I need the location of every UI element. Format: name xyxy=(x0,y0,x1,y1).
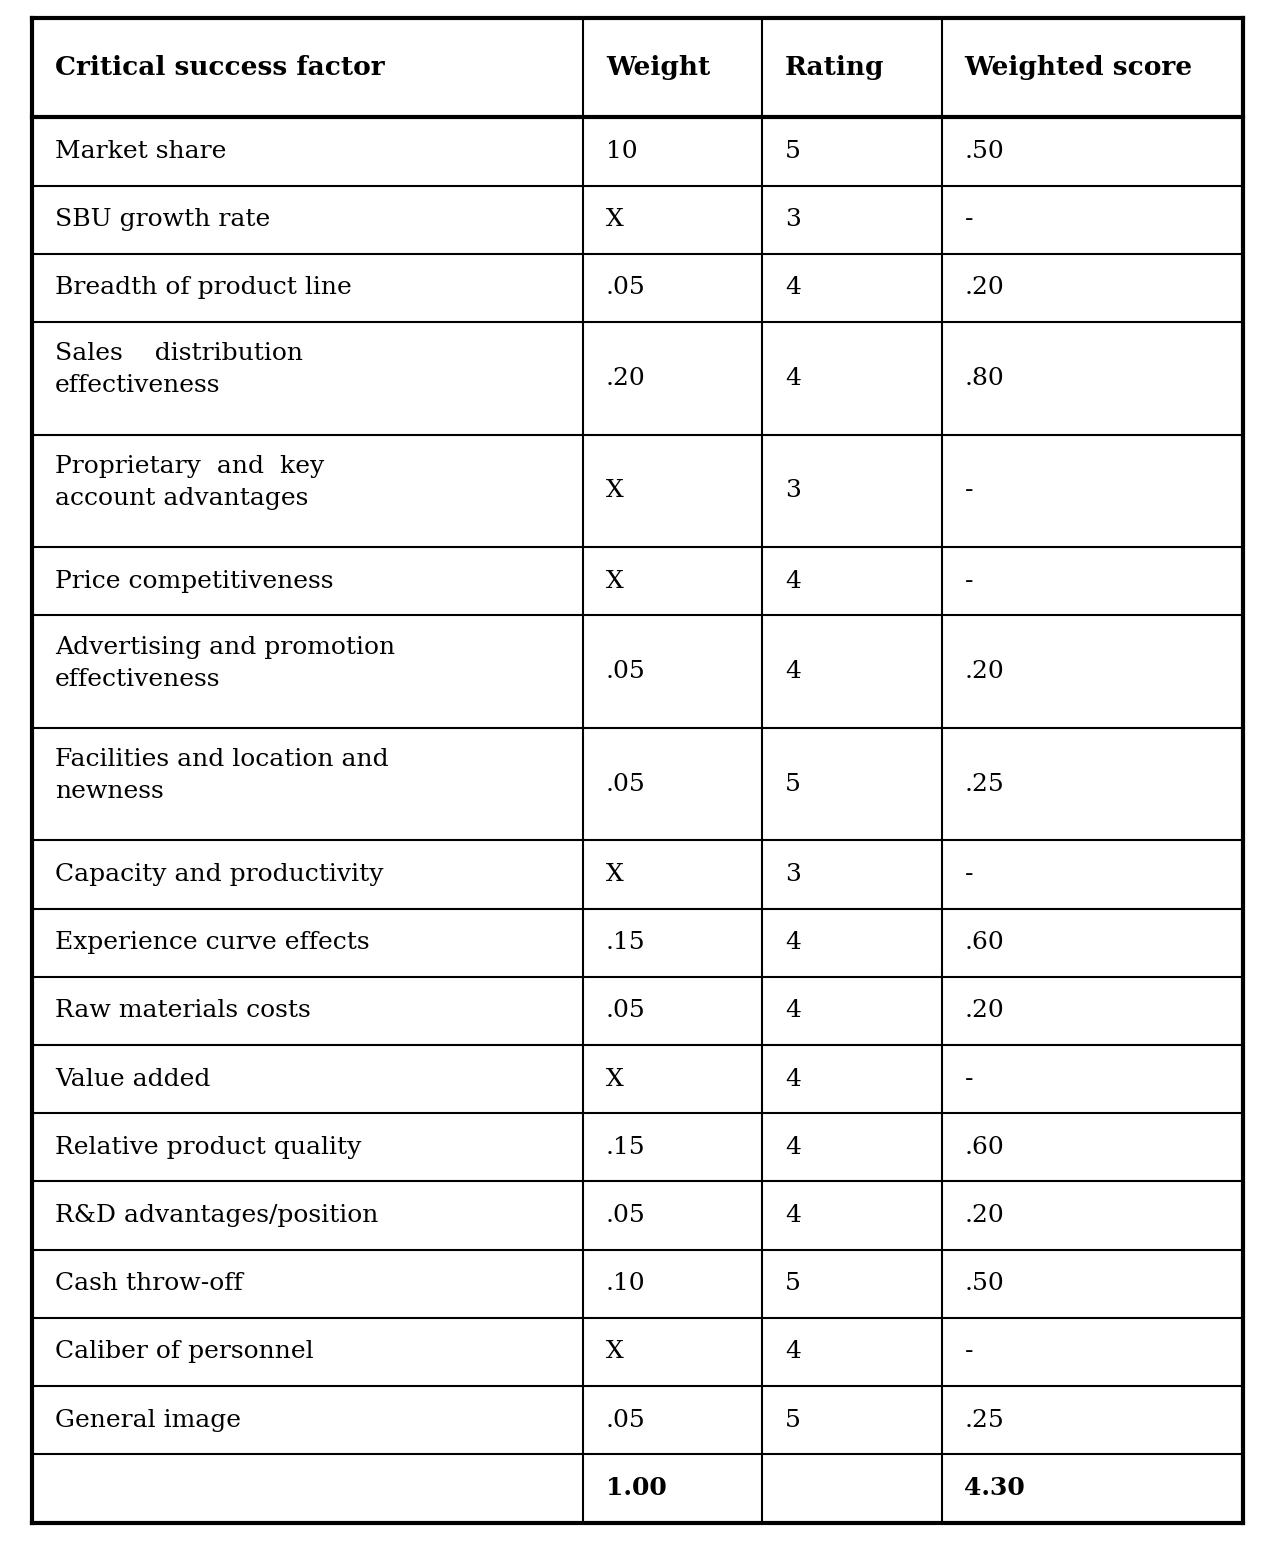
Text: Sales    distribution
effectiveness: Sales distribution effectiveness xyxy=(55,342,303,398)
Text: 4: 4 xyxy=(785,931,801,954)
Text: X: X xyxy=(606,863,623,886)
Text: X: X xyxy=(606,208,623,231)
Text: .10: .10 xyxy=(606,1273,645,1296)
Text: Critical success factor: Critical success factor xyxy=(55,55,385,80)
Text: Proprietary  and  key
account advantages: Proprietary and key account advantages xyxy=(55,455,324,510)
Text: Market share: Market share xyxy=(55,140,226,163)
Text: 5: 5 xyxy=(785,1408,801,1432)
Text: Capacity and productivity: Capacity and productivity xyxy=(55,863,384,886)
Text: .05: .05 xyxy=(606,1204,645,1227)
Text: 5: 5 xyxy=(785,1273,801,1296)
Text: Breadth of product line: Breadth of product line xyxy=(55,276,352,299)
Text: .20: .20 xyxy=(964,1000,1005,1022)
Text: .05: .05 xyxy=(606,660,645,683)
Text: Cash throw-off: Cash throw-off xyxy=(55,1273,242,1296)
Text: 3: 3 xyxy=(785,479,801,502)
Text: .80: .80 xyxy=(964,367,1005,390)
Text: Caliber of personnel: Caliber of personnel xyxy=(55,1341,314,1364)
Text: .50: .50 xyxy=(964,1273,1005,1296)
Text: Relative product quality: Relative product quality xyxy=(55,1136,361,1159)
Text: -: - xyxy=(964,1341,973,1364)
Text: 4: 4 xyxy=(785,276,801,299)
Text: Experience curve effects: Experience curve effects xyxy=(55,931,370,954)
Text: X: X xyxy=(606,1341,623,1364)
Text: .25: .25 xyxy=(964,772,1005,795)
Text: 4: 4 xyxy=(785,1000,801,1022)
Text: 4.30: 4.30 xyxy=(964,1476,1025,1501)
Text: R&D advantages/position: R&D advantages/position xyxy=(55,1204,379,1227)
Text: .15: .15 xyxy=(606,1136,645,1159)
Text: 5: 5 xyxy=(785,772,801,795)
Text: .20: .20 xyxy=(606,367,645,390)
Text: 4: 4 xyxy=(785,660,801,683)
Text: .25: .25 xyxy=(964,1408,1005,1432)
Text: 4: 4 xyxy=(785,367,801,390)
Text: -: - xyxy=(964,570,973,593)
Text: .60: .60 xyxy=(964,931,1005,954)
Text: -: - xyxy=(964,1068,973,1091)
Text: 1.00: 1.00 xyxy=(606,1476,667,1501)
Text: .05: .05 xyxy=(606,276,645,299)
Text: Advertising and promotion
effectiveness: Advertising and promotion effectiveness xyxy=(55,635,395,690)
Text: .15: .15 xyxy=(606,931,645,954)
Text: .20: .20 xyxy=(964,276,1005,299)
Text: Weighted score: Weighted score xyxy=(964,55,1192,80)
Text: 4: 4 xyxy=(785,1204,801,1227)
Text: 4: 4 xyxy=(785,1136,801,1159)
Text: .05: .05 xyxy=(606,772,645,795)
Text: Rating: Rating xyxy=(785,55,885,80)
Text: X: X xyxy=(606,1068,623,1091)
Text: 4: 4 xyxy=(785,570,801,593)
Text: -: - xyxy=(964,208,973,231)
Text: -: - xyxy=(964,479,973,502)
Text: Raw materials costs: Raw materials costs xyxy=(55,1000,311,1022)
Text: X: X xyxy=(606,570,623,593)
Text: 3: 3 xyxy=(785,863,801,886)
Text: SBU growth rate: SBU growth rate xyxy=(55,208,270,231)
Text: General image: General image xyxy=(55,1408,241,1432)
Text: 4: 4 xyxy=(785,1068,801,1091)
Text: .20: .20 xyxy=(964,1204,1005,1227)
Text: Facilities and location and
newness: Facilities and location and newness xyxy=(55,747,389,803)
Text: 5: 5 xyxy=(785,140,801,163)
Text: Price competitiveness: Price competitiveness xyxy=(55,570,333,593)
Text: X: X xyxy=(606,479,623,502)
Text: 4: 4 xyxy=(785,1341,801,1364)
Text: .50: .50 xyxy=(964,140,1005,163)
Text: -: - xyxy=(964,863,973,886)
Text: 3: 3 xyxy=(785,208,801,231)
Text: 10: 10 xyxy=(606,140,638,163)
Text: .20: .20 xyxy=(964,660,1005,683)
Text: .05: .05 xyxy=(606,1000,645,1022)
Text: Value added: Value added xyxy=(55,1068,210,1091)
Text: Weight: Weight xyxy=(606,55,710,80)
Text: .05: .05 xyxy=(606,1408,645,1432)
Text: .60: .60 xyxy=(964,1136,1005,1159)
